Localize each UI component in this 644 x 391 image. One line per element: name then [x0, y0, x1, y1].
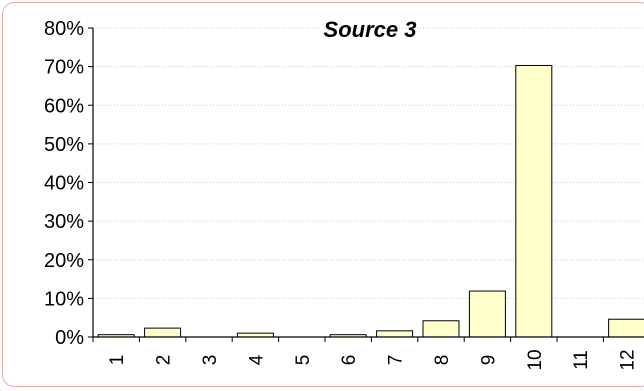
x-tick-label: 11: [571, 350, 592, 370]
x-tick-label: 3: [200, 355, 221, 366]
x-tick-label: 12: [618, 349, 639, 370]
y-tick-label: 0%: [55, 327, 84, 349]
bars: [97, 64, 644, 338]
bar-9: [468, 290, 506, 338]
bar-8: [422, 320, 460, 338]
x-tick-label: 8: [432, 355, 453, 366]
x-tick-label: 9: [478, 355, 499, 366]
x-tick-label: 7: [386, 355, 407, 366]
x-tick-label: 4: [246, 354, 267, 365]
y-tick-label: 80%: [44, 18, 84, 40]
y-tick-label: 20%: [44, 250, 84, 272]
x-tick-label: 5: [293, 355, 314, 366]
x-tick-label: 6: [339, 355, 360, 366]
y-tick-label: 10%: [44, 288, 84, 310]
x-tick-label: 1: [107, 355, 128, 366]
y-tick-label: 30%: [44, 211, 84, 233]
axes: [88, 27, 644, 342]
x-tick-label: 2: [154, 355, 175, 366]
x-tick-label: 10: [525, 349, 546, 370]
bar-7: [376, 330, 414, 338]
y-tick-label: 50%: [44, 134, 84, 156]
y-tick-label: 70%: [44, 57, 84, 79]
gridlines: [93, 27, 644, 299]
bar-2: [144, 327, 182, 338]
y-tick-labels: 0% 10% 20% 30% 40% 50% 60% 70% 80%: [44, 18, 84, 349]
x-tick-labels: 1 2 3 4 5 6 7 8 9 10 11 12: [107, 349, 638, 370]
bar-12: [608, 318, 644, 338]
bar-10: [515, 64, 553, 338]
chart-title: Source 3: [324, 17, 417, 42]
y-tick-label: 60%: [44, 95, 84, 117]
y-tick-label: 40%: [44, 173, 84, 195]
